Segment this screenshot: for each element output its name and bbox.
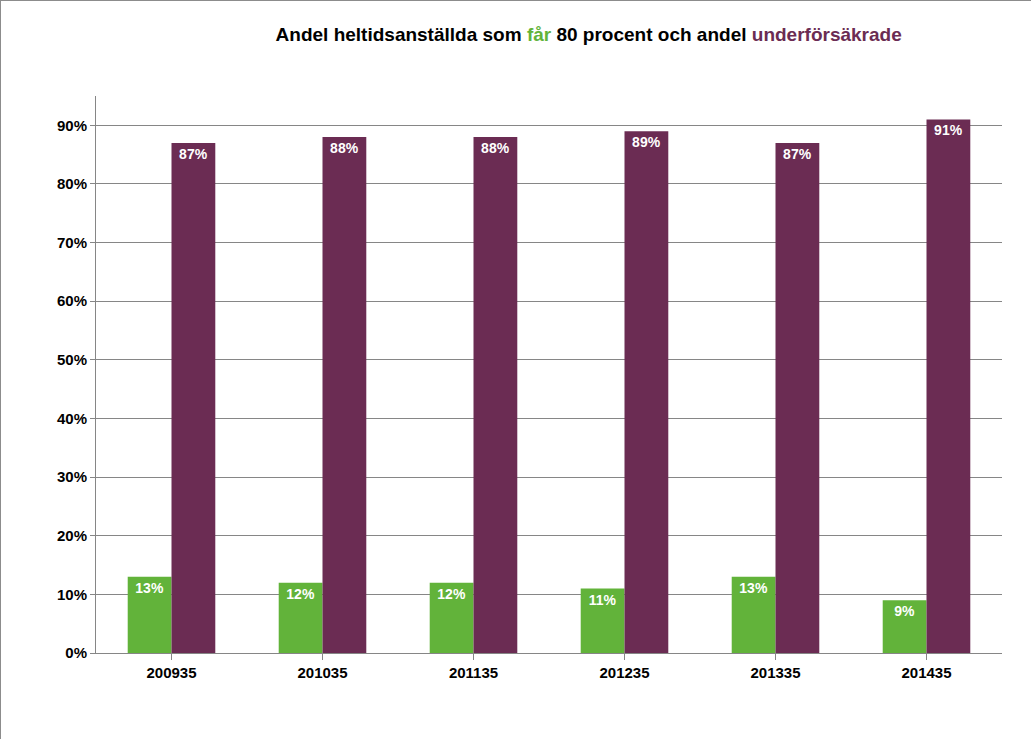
svg-text:80%: 80% (57, 175, 87, 192)
svg-text:201435: 201435 (901, 664, 951, 681)
svg-text:12%: 12% (437, 586, 466, 602)
svg-text:88%: 88% (330, 140, 359, 156)
svg-text:50%: 50% (57, 351, 87, 368)
svg-text:90%: 90% (57, 117, 87, 134)
svg-text:20%: 20% (57, 527, 87, 544)
svg-text:12%: 12% (286, 586, 315, 602)
svg-text:0%: 0% (65, 644, 87, 661)
svg-text:60%: 60% (57, 292, 87, 309)
svg-text:201335: 201335 (750, 664, 800, 681)
svg-text:87%: 87% (783, 146, 812, 162)
svg-text:88%: 88% (481, 140, 510, 156)
svg-text:201235: 201235 (599, 664, 649, 681)
svg-text:201035: 201035 (297, 664, 347, 681)
svg-text:10%: 10% (57, 586, 87, 603)
svg-text:13%: 13% (135, 580, 164, 596)
svg-text:40%: 40% (57, 410, 87, 427)
svg-text:201135: 201135 (449, 664, 498, 681)
svg-text:89%: 89% (632, 134, 661, 150)
svg-text:11%: 11% (589, 592, 617, 608)
svg-text:9%: 9% (894, 603, 915, 619)
svg-text:87%: 87% (179, 146, 208, 162)
svg-text:70%: 70% (57, 234, 87, 251)
svg-text:30%: 30% (57, 468, 87, 485)
svg-text:200935: 200935 (146, 664, 196, 681)
svg-text:Andel heltidsanställda som får: Andel heltidsanställda som får 80 procen… (276, 24, 902, 45)
svg-text:13%: 13% (739, 580, 768, 596)
svg-text:91%: 91% (934, 122, 963, 138)
